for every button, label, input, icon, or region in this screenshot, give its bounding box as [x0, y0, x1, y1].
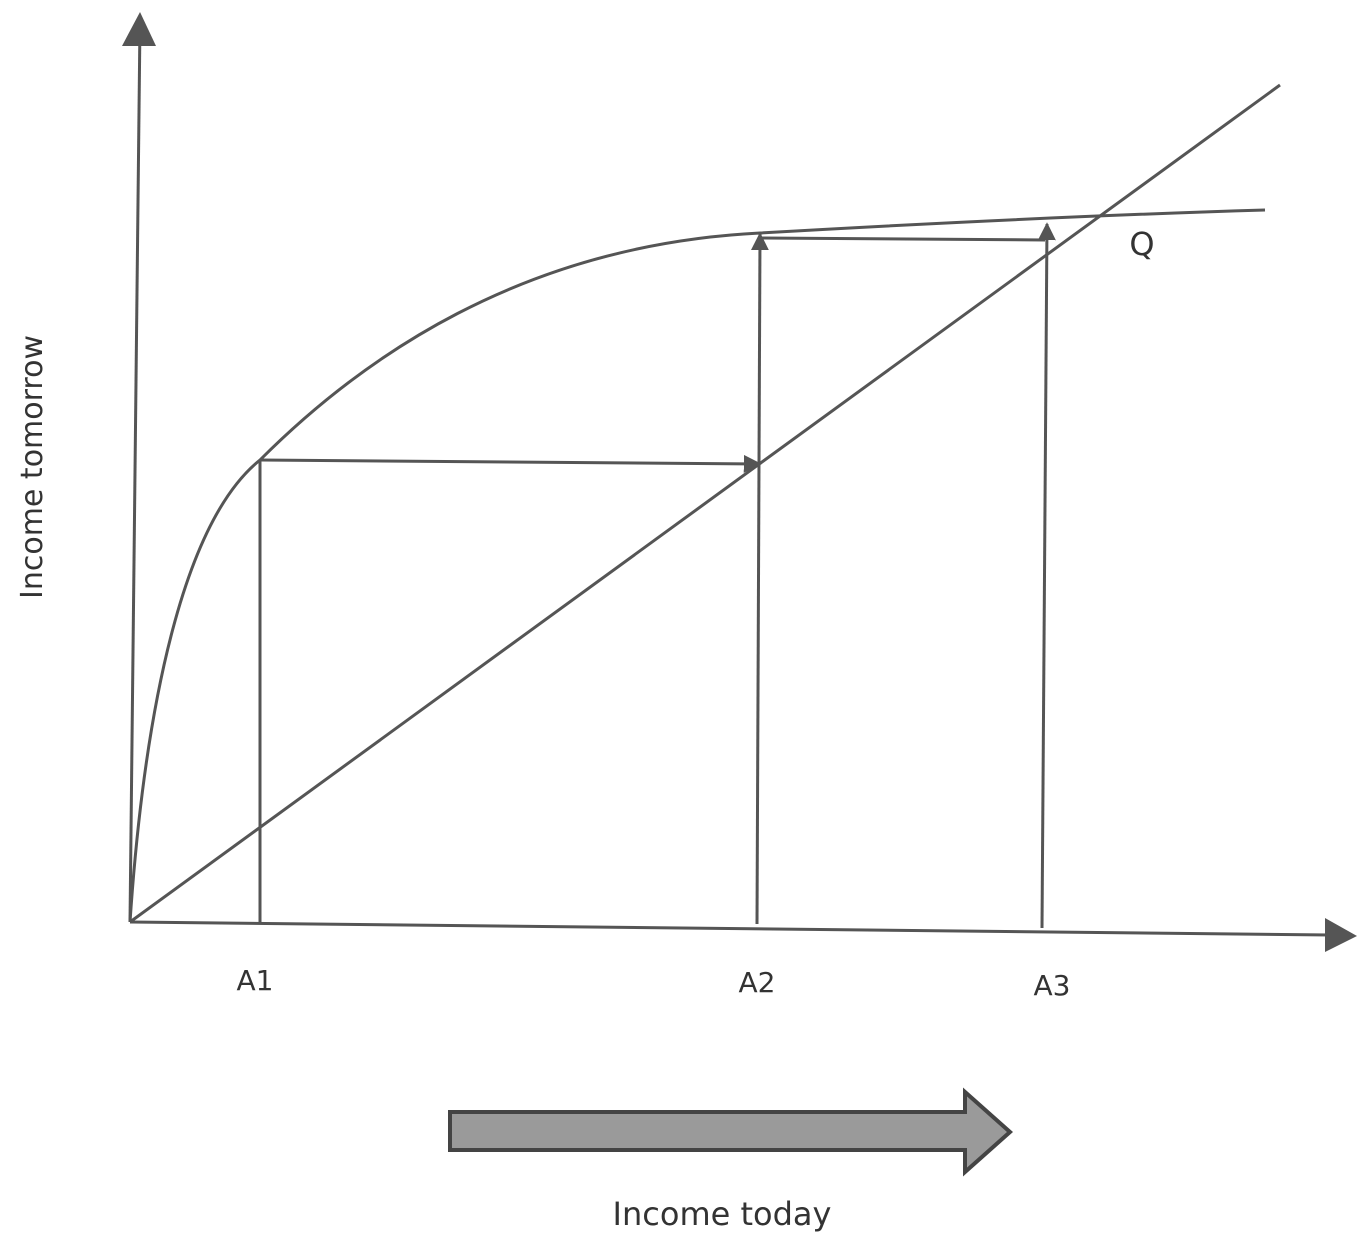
y-axis-label: Income tomorrow [15, 335, 50, 599]
a3-vertical [1037, 222, 1056, 929]
a2-horizontal [759, 236, 1046, 242]
a1-horizontal [259, 454, 762, 473]
y-axis [128, 21, 142, 923]
y-axis-arrow [122, 12, 156, 46]
equilibrium-label: Q [1129, 225, 1154, 263]
diagonal-line [129, 83, 1281, 924]
x-axis [129, 920, 1331, 937]
point-label: A1 [237, 964, 274, 997]
x-axis-label: Income today [613, 1195, 832, 1233]
direction-arrow [448, 1087, 1014, 1177]
a2-vertical [750, 232, 769, 925]
income-curve [128, 208, 1266, 923]
x-axis-arrow [1325, 918, 1357, 952]
point-label: A3 [1034, 969, 1071, 1002]
point-label: A2 [739, 966, 776, 999]
